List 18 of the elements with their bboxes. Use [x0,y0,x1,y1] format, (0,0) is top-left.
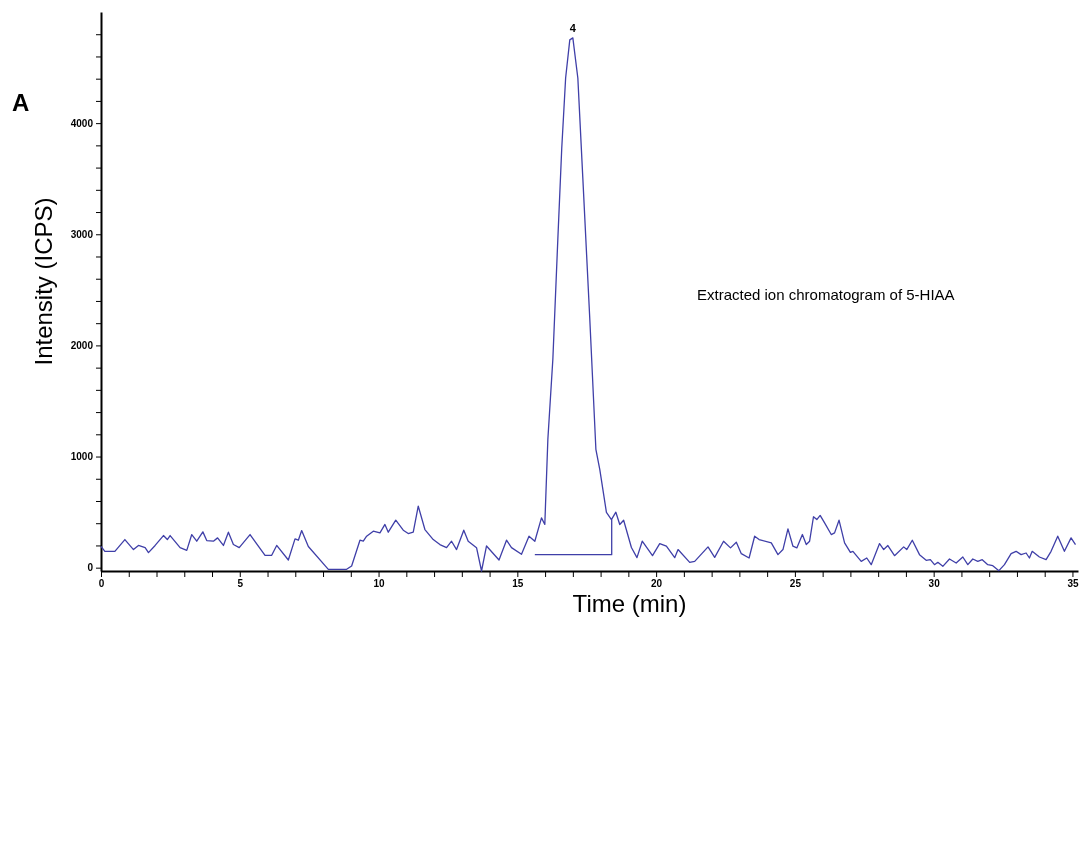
x-tick-label: 20 [651,578,663,590]
y-axis-title: Intensity (ICPS) [30,197,57,366]
text: A [12,89,30,116]
x-tick-label: 25 [789,578,802,590]
y-tick-label: 0 [87,562,94,574]
annotation: Extracted ion chromatogram of 5-HIAA [697,286,955,303]
x-tick-label: 15 [512,578,524,590]
x-tick-label: 35 [1067,578,1079,590]
annotation: 4 [569,21,577,34]
y-tick-label: 1000 [70,451,94,463]
x-tick-label: 0 [98,578,105,590]
x-tick-label: 30 [928,578,941,590]
x-axis-title: Time (min) [572,590,687,617]
y-tick-label: 4000 [70,117,94,129]
x-tick-label: 5 [237,578,244,590]
x-tick-label: 10 [373,578,386,590]
y-tick-label: 2000 [70,340,94,352]
y-tick-label: 3000 [70,228,94,240]
